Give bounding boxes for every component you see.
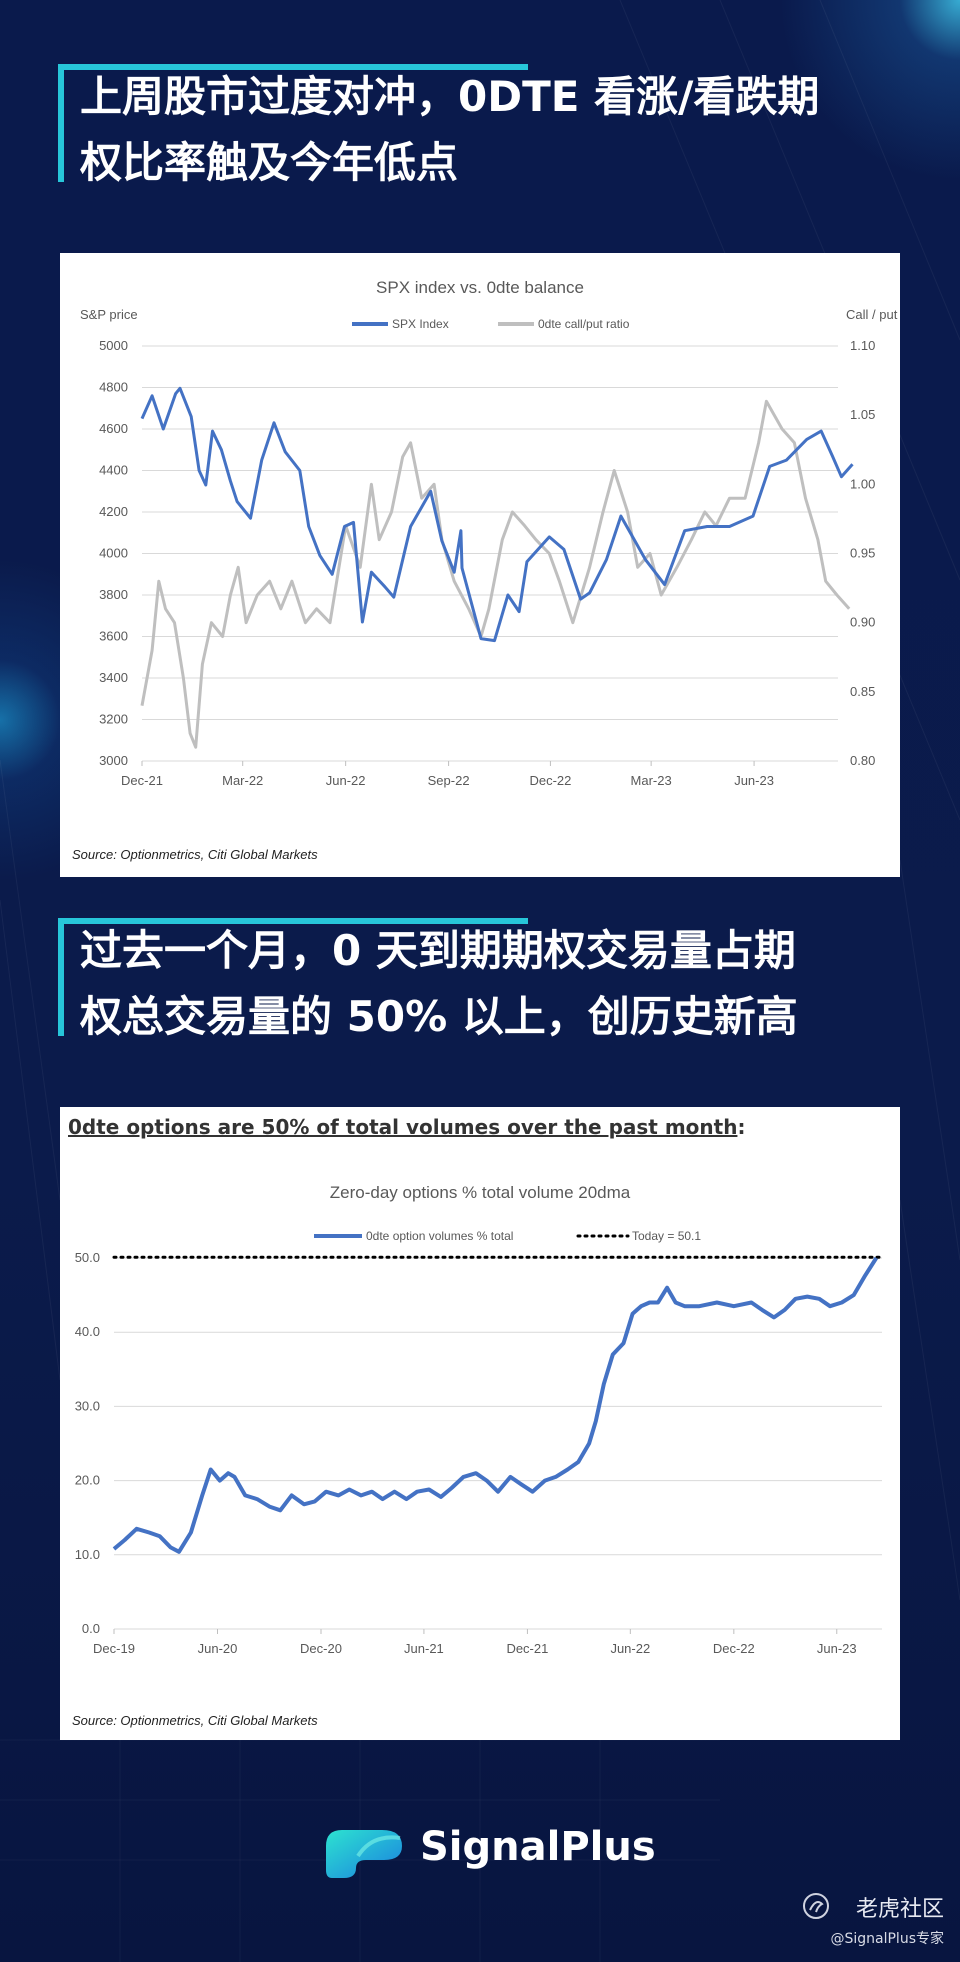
heading-2-line-2: 权总交易量的 50% 以上，创历史新高	[80, 992, 798, 1041]
x-tick-label: Jun-22	[326, 773, 366, 788]
spx-index-line	[140, 386, 854, 643]
heading-accent-bar	[58, 918, 64, 1036]
x-tick-label: Dec-19	[93, 1641, 135, 1656]
y-tick-label: 0.0	[82, 1621, 100, 1636]
x-tick-label: Dec-21	[121, 773, 163, 788]
x-tick-label: Jun-21	[404, 1641, 444, 1656]
signalplus-logo: SignalPlus	[322, 1816, 662, 1886]
legend-label: 0dte call/put ratio	[538, 317, 630, 331]
heading-2-line-1: 过去一个月，0 天到期期权交易量占期	[80, 926, 796, 975]
heading-1-line-2: 权比率触及今年低点	[80, 138, 459, 187]
y-tick-label: 3600	[99, 629, 128, 644]
chart-title: SPX index vs. 0dte balance	[376, 278, 584, 297]
y-tick-label: 3000	[99, 753, 128, 768]
y2-tick-label: 0.95	[850, 546, 875, 561]
y-tick-label: 4600	[99, 421, 128, 436]
heading-1-line-1: 上周股市过度对冲，0DTE 看涨/看跌期	[80, 72, 820, 121]
legend-label: 0dte option volumes % total	[366, 1229, 513, 1243]
y-tick-label: 30.0	[75, 1398, 100, 1413]
chart-2-heading: 0dte options are 50% of total volumes ov…	[68, 1115, 746, 1139]
y-tick-label: 4400	[99, 463, 128, 478]
chart-title: Zero-day options % total volume 20dma	[330, 1183, 631, 1202]
chart-2-source: Source: Optionmetrics, Citi Global Marke…	[72, 1713, 318, 1728]
heading-1: 上周股市过度对冲，0DTE 看涨/看跌期 权比率触及今年低点	[58, 64, 940, 196]
x-tick-label: Dec-22	[529, 773, 571, 788]
y-tick-label: 4800	[99, 380, 128, 395]
watermark-handle: @SignalPlus专家	[830, 1931, 944, 1947]
call-put-ratio-line	[140, 399, 851, 749]
chart-2-panel: 0dte options are 50% of total volumes ov…	[60, 1107, 900, 1740]
x-tick-label: Jun-23	[817, 1641, 857, 1656]
y-tick-label: 3200	[99, 712, 128, 727]
x-tick-label: Jun-20	[198, 1641, 238, 1656]
legend-label: SPX Index	[392, 317, 449, 331]
y2-tick-label: 0.80	[850, 753, 875, 768]
x-tick-label: Mar-23	[631, 773, 672, 788]
zero-day-volume-chart: Zero-day options % total volume 20dma 0dt…	[75, 1183, 884, 1656]
x-tick-label: Jun-22	[610, 1641, 650, 1656]
y-tick-label: 4000	[99, 546, 128, 561]
y-axis-label: S&P price	[80, 307, 138, 322]
y-tick-label: 4200	[99, 504, 128, 519]
watermark-community: 老虎社区	[855, 1897, 944, 1922]
x-tick-label: Dec-22	[713, 1641, 755, 1656]
spx-vs-0dte-chart: SPX index vs. 0dte balance S&P price Call …	[80, 278, 898, 788]
y2-tick-label: 0.85	[850, 684, 875, 699]
x-tick-label: Dec-20	[300, 1641, 342, 1656]
y2-tick-label: 1.05	[850, 407, 875, 422]
y-tick-label: 3400	[99, 670, 128, 685]
x-tick-label: Sep-22	[428, 773, 470, 788]
chart-1-panel: SPX index vs. 0dte balance S&P price Call …	[60, 253, 900, 877]
tiger-community-icon	[803, 1893, 829, 1919]
y2-axis-label: Call / put	[846, 307, 898, 322]
heading-2: 过去一个月，0 天到期期权交易量占期 权总交易量的 50% 以上，创历史新高	[58, 918, 940, 1050]
x-tick-label: Jun-23	[734, 773, 774, 788]
odte-volume-line	[112, 1256, 878, 1554]
y-tick-label: 20.0	[75, 1473, 100, 1488]
brand-name: SignalPlus	[420, 1824, 656, 1870]
chart-2-heading-text: 0dte options are 50% of total volumes ov…	[68, 1115, 738, 1139]
y-tick-label: 40.0	[75, 1324, 100, 1339]
y2-tick-label: 1.10	[850, 338, 875, 353]
heading-accent-bar	[58, 64, 64, 182]
y-tick-label: 5000	[99, 338, 128, 353]
legend-label: Today = 50.1	[632, 1229, 701, 1243]
signalplus-mark-icon	[326, 1830, 402, 1878]
y-tick-label: 50.0	[75, 1250, 100, 1265]
y2-tick-label: 0.90	[850, 615, 875, 630]
x-tick-label: Mar-22	[222, 773, 263, 788]
chart-1-source: Source: Optionmetrics, Citi Global Marke…	[72, 847, 318, 862]
heading-accent-bar	[58, 64, 528, 70]
y-tick-label: 10.0	[75, 1547, 100, 1562]
y-tick-label: 3800	[99, 587, 128, 602]
y2-tick-label: 1.00	[850, 476, 875, 491]
heading-accent-bar	[58, 918, 528, 924]
x-tick-label: Dec-21	[506, 1641, 548, 1656]
